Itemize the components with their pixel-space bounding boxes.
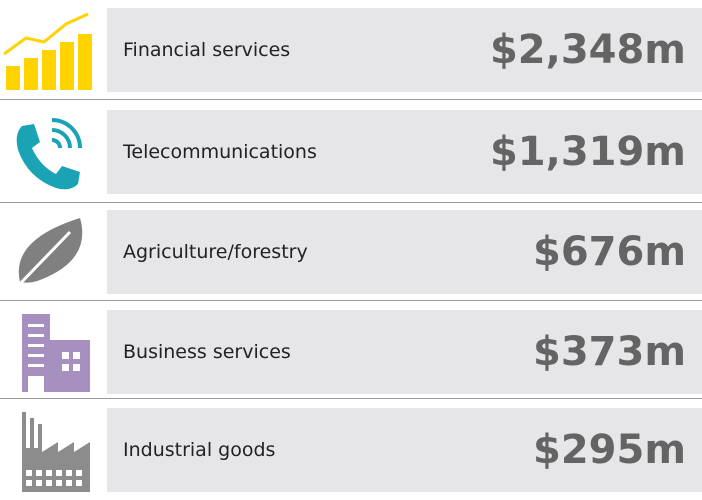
row-box: Financial services $2,348m xyxy=(107,8,702,92)
row: Business services $373m xyxy=(0,310,702,394)
value: $373m xyxy=(532,329,686,375)
label: Telecommunications xyxy=(123,141,317,163)
value: $2,348m xyxy=(489,27,686,73)
separator xyxy=(0,202,702,203)
value: $295m xyxy=(532,427,686,473)
row-box: Agriculture/forestry $676m xyxy=(107,210,702,294)
row-box: Industrial goods $295m xyxy=(107,408,702,492)
value: $1,319m xyxy=(489,129,686,175)
value: $676m xyxy=(532,229,686,275)
factory-icon xyxy=(22,412,90,492)
row: Telecommunications $1,319m xyxy=(0,110,702,194)
separator xyxy=(0,300,702,301)
row-box: Telecommunications $1,319m xyxy=(107,110,702,194)
row: Industrial goods $295m xyxy=(0,408,702,492)
row: Financial services $2,348m xyxy=(0,8,702,92)
row: Agriculture/forestry $676m xyxy=(0,210,702,294)
label: Agriculture/forestry xyxy=(123,241,308,263)
phone-icon xyxy=(16,118,82,190)
leaf-icon xyxy=(12,218,83,292)
row-box: Business services $373m xyxy=(107,310,702,394)
building-icon xyxy=(22,314,90,392)
finance-icon xyxy=(3,12,92,90)
label: Business services xyxy=(123,341,291,363)
label: Financial services xyxy=(123,39,291,61)
separator xyxy=(0,99,702,100)
separator xyxy=(0,398,702,399)
label: Industrial goods xyxy=(123,439,276,461)
